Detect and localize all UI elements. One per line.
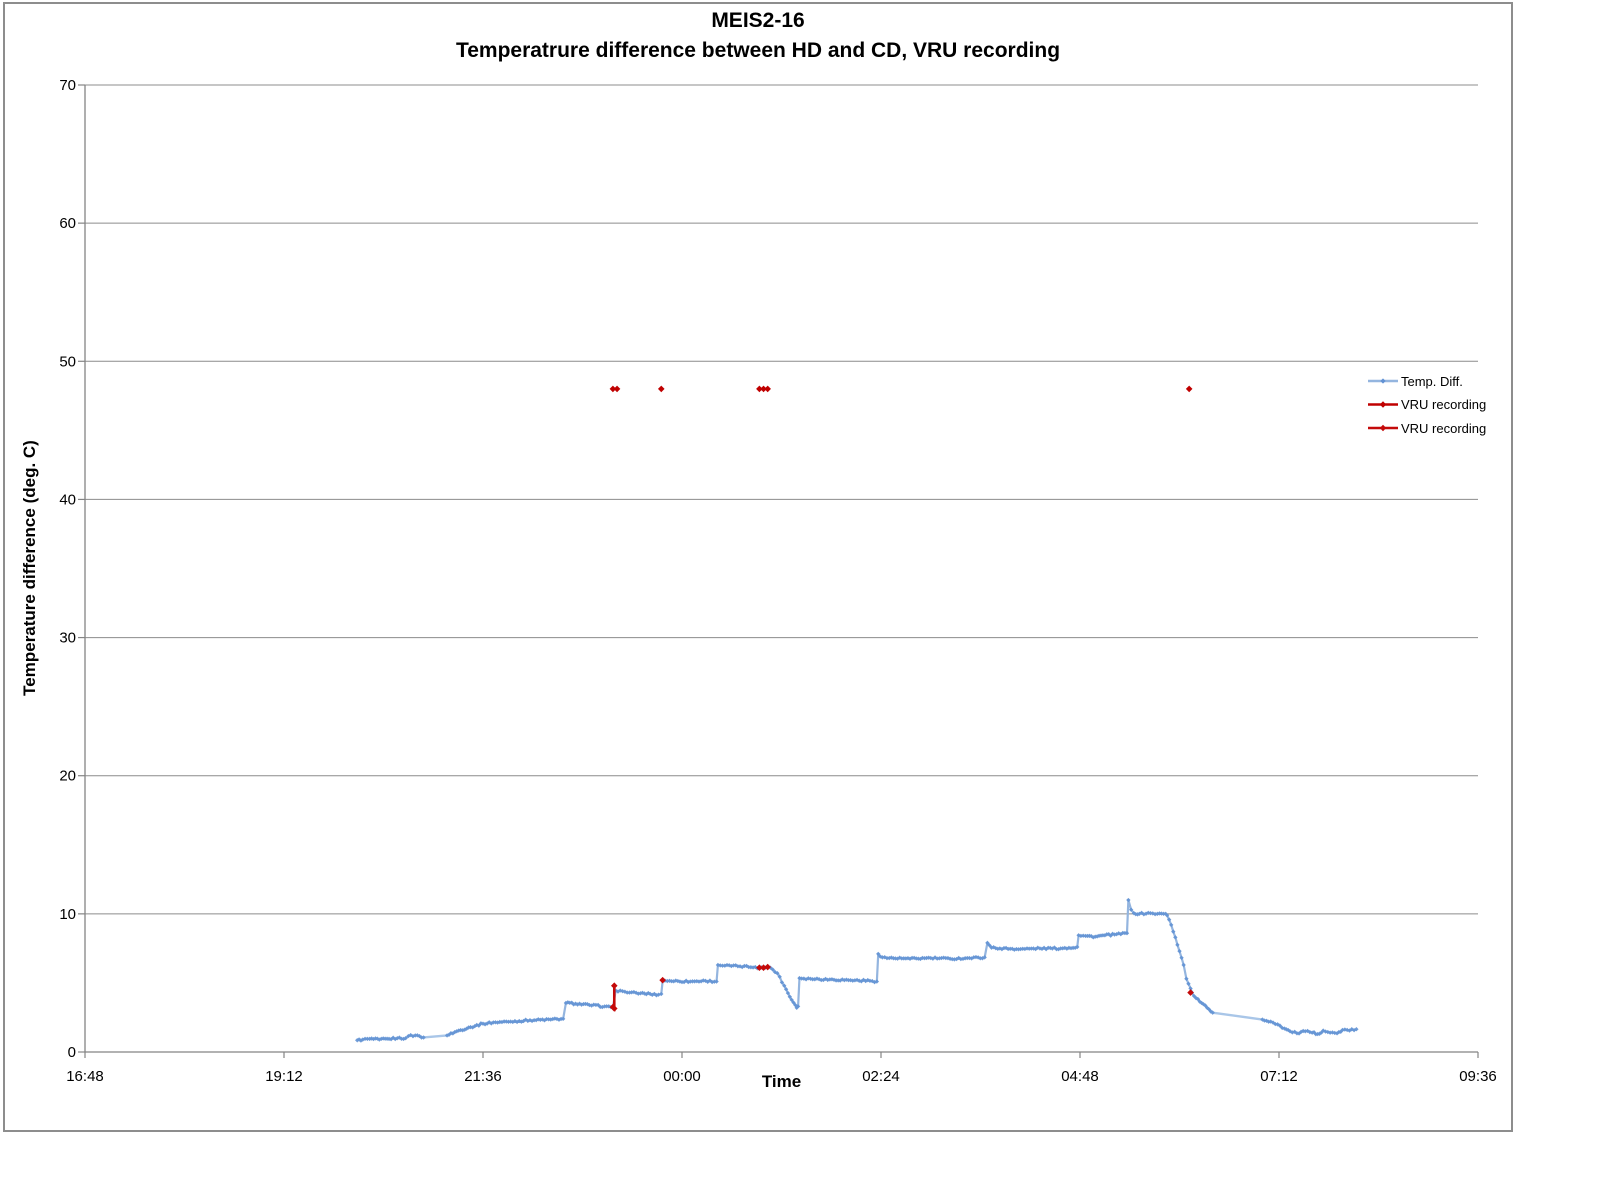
x-tick-label: 04:48 — [1061, 1068, 1099, 1085]
x-tick-label: 19:12 — [265, 1068, 303, 1085]
chart-title: MEIS2-16 — [711, 9, 805, 32]
x-tick-label: 21:36 — [464, 1068, 502, 1085]
x-tick-label: 09:36 — [1459, 1068, 1497, 1085]
legend-sample-marker — [1380, 378, 1386, 384]
legend-sample-marker — [1379, 424, 1387, 432]
y-tick-label: 60 — [59, 215, 76, 232]
x-tick-label: 16:48 — [66, 1068, 104, 1085]
legend-label-temp-diff: Temp. Diff. — [1401, 374, 1463, 389]
y-tick-label: 50 — [59, 353, 76, 370]
y-tick-label: 0 — [68, 1044, 76, 1061]
legend-sample-marker — [1379, 401, 1387, 408]
x-tick-label: 02:24 — [862, 1068, 900, 1085]
temp-diff-markers — [355, 897, 1359, 1043]
y-tick-label: 20 — [59, 768, 76, 785]
temp-diff-gap-segment — [423, 1034, 448, 1039]
x-tick-label: 00:00 — [663, 1068, 701, 1085]
chart-frame — [3, 2, 1513, 1132]
chart-subtitle: Temperatrure difference between HD and C… — [455, 39, 1061, 62]
y-axis-title: Temperature difference (deg. C) — [20, 440, 39, 696]
legend-label-vru-recording-1: VRU recording — [1401, 397, 1487, 412]
x-tick-label: 07:12 — [1260, 1068, 1298, 1085]
y-tick-label: 30 — [59, 630, 76, 647]
y-tick-label: 40 — [59, 491, 76, 508]
x-axis-title: Time — [761, 1072, 802, 1091]
y-tick-label: 70 — [59, 77, 76, 94]
legend-label-vru-recording-2: VRU recording — [1401, 421, 1487, 436]
y-tick-label: 10 — [59, 906, 76, 923]
temp-diff-gap-segment — [1212, 1011, 1263, 1021]
